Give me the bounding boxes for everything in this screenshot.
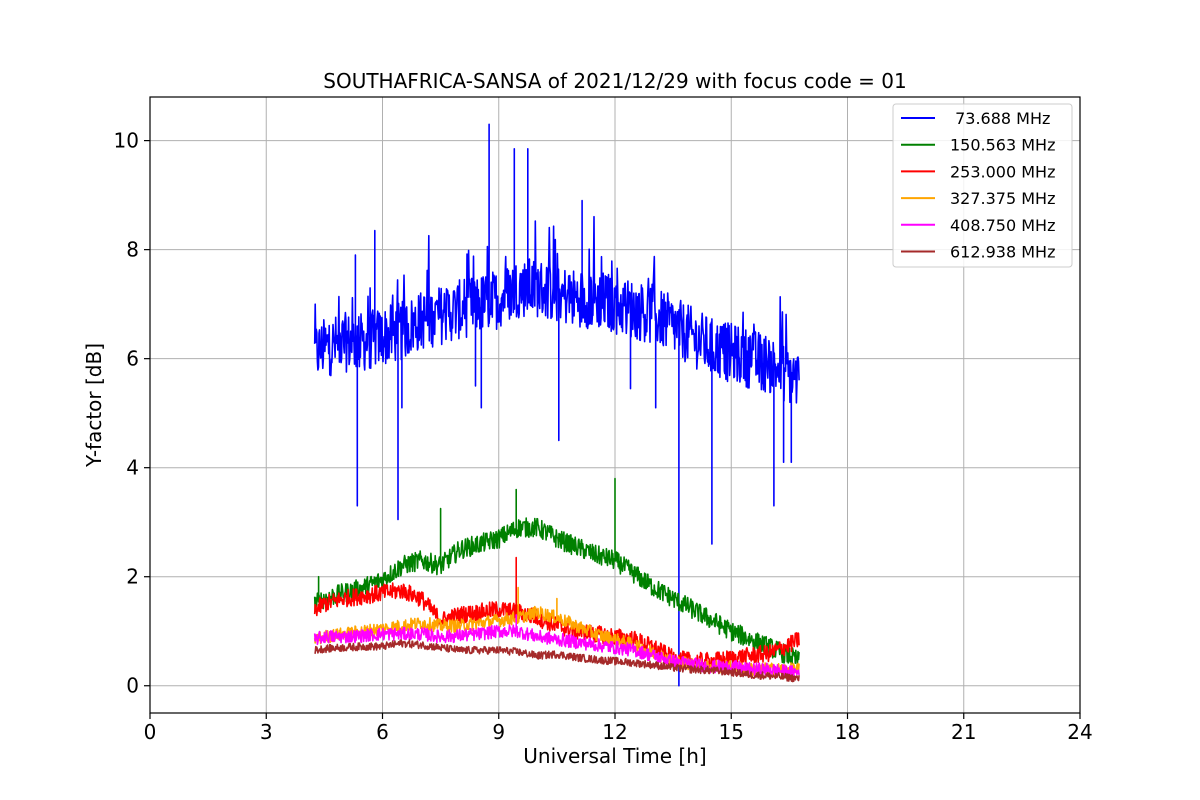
- series-line-150-563-mhz: [313, 477, 800, 666]
- x-tick-label: 6: [376, 720, 389, 744]
- y-tick-label: 4: [126, 456, 139, 480]
- x-tick-label: 3: [260, 720, 273, 744]
- x-tick-label: 12: [602, 720, 627, 744]
- series-line-73-688-mhz: [313, 123, 800, 687]
- series-line-408-750-mhz: [313, 614, 800, 680]
- y-axis-label: Y-factor [dB]: [82, 343, 106, 468]
- x-tick-label: 18: [835, 720, 860, 744]
- x-tick-label: 0: [144, 720, 157, 744]
- y-tick-label: 2: [126, 565, 139, 589]
- x-tick-label: 9: [492, 720, 505, 744]
- series-layer: [313, 123, 800, 687]
- legend-box: [892, 103, 1073, 268]
- x-tick-label: 24: [1067, 720, 1092, 744]
- legend-label: 327.375 MHz: [950, 189, 1055, 208]
- series-line-253-000-mhz: [313, 556, 800, 671]
- legend: 73.688 MHz 150.563 MHz 253.000 MHz 327.375 …: [892, 103, 1073, 268]
- legend-label: 253.000 MHz: [950, 162, 1055, 181]
- x-tick-label: 21: [951, 720, 976, 744]
- y-tick-label: 8: [126, 238, 139, 262]
- legend-label: 612.938 MHz: [950, 243, 1055, 262]
- legend-label: 408.750 MHz: [950, 216, 1055, 235]
- x-axis-label: Universal Time [h]: [523, 744, 706, 768]
- legend-label: 150.563 MHz: [950, 136, 1055, 155]
- legend-label: 73.688 MHz: [950, 109, 1050, 128]
- series-line-612-938-mhz: [314, 639, 800, 683]
- y-tick-label: 10: [114, 129, 139, 153]
- chart-title: SOUTHAFRICA-SANSA of 2021/12/29 with foc…: [323, 69, 907, 93]
- y-tick-label: 0: [126, 674, 139, 698]
- x-tick-label: 15: [719, 720, 744, 744]
- y-tick-label: 6: [126, 347, 139, 371]
